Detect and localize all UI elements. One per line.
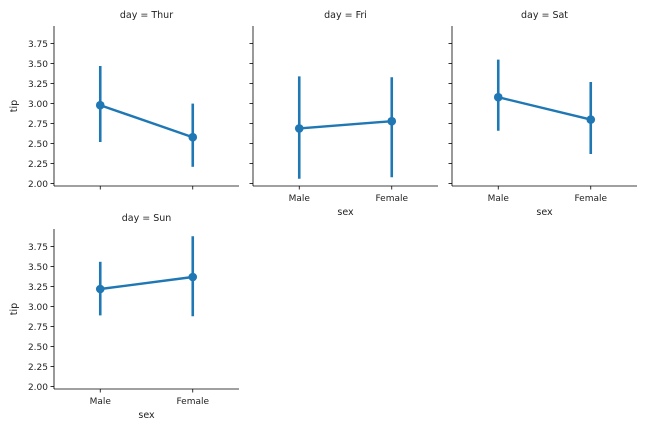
panel-title: day = Sat	[521, 10, 568, 21]
x-axis-label: sex	[536, 207, 553, 218]
panel-1: day = Thur 2.00 2.25 2.50 2.75 3.00 3.25 3.50 3.…	[9, 10, 239, 190]
y-tick-label: 3.25	[28, 283, 48, 293]
panel-title: day = Fri	[324, 10, 367, 21]
x-tick-label: Female	[574, 194, 607, 204]
x-tick-label: Female	[375, 194, 408, 204]
y-tick-label: 3.00	[28, 100, 48, 110]
series-line	[100, 275, 193, 291]
panel-2: day = Fri Male Female sex	[249, 10, 438, 218]
y-tick-label: 2.00	[28, 383, 48, 393]
y-tick-label: 2.50	[28, 343, 48, 353]
panel-title: day = Sun	[122, 213, 172, 224]
data-point	[387, 116, 397, 126]
y-tick-label: 3.00	[28, 303, 48, 313]
data-point	[95, 100, 105, 110]
series-line	[299, 120, 392, 130]
series-line	[497, 96, 592, 121]
panel-3: day = Sat Male Female sex	[448, 10, 637, 218]
data-point	[95, 284, 105, 294]
y-tick-label: 2.75	[28, 323, 48, 333]
x-tick-label: Female	[176, 397, 209, 407]
x-tick-label: Male	[289, 194, 311, 204]
data-point	[294, 124, 304, 133]
y-tick-label: 2.50	[28, 140, 48, 150]
y-tick-label: 3.75	[28, 40, 48, 50]
y-tick-label: 3.25	[28, 80, 48, 90]
x-tick-label: Male	[90, 397, 112, 407]
data-point	[586, 115, 596, 124]
y-tick-label: 3.50	[28, 60, 48, 70]
y-tick-label: 2.25	[28, 160, 48, 170]
y-tick-label: 2.25	[28, 363, 48, 373]
x-axis-label: sex	[138, 410, 155, 421]
panel-4: day = Sun 2.00 2.25 2.50 2.75 3.00 3.25 3.50 3.7…	[9, 213, 239, 421]
y-tick-label: 2.75	[28, 120, 48, 130]
y-tick-label: 3.75	[28, 243, 48, 253]
x-tick-label: Male	[488, 194, 510, 204]
data-point	[188, 272, 198, 282]
y-axis-label: tip	[9, 100, 20, 112]
y-tick-label: 2.00	[28, 180, 48, 190]
data-point	[188, 132, 198, 142]
series-line	[99, 104, 194, 139]
y-axis-label: tip	[9, 303, 20, 315]
x-axis-label: sex	[337, 207, 354, 218]
y-tick-label: 3.50	[28, 263, 48, 273]
panel-title: day = Thur	[120, 10, 173, 21]
data-point	[493, 92, 503, 102]
